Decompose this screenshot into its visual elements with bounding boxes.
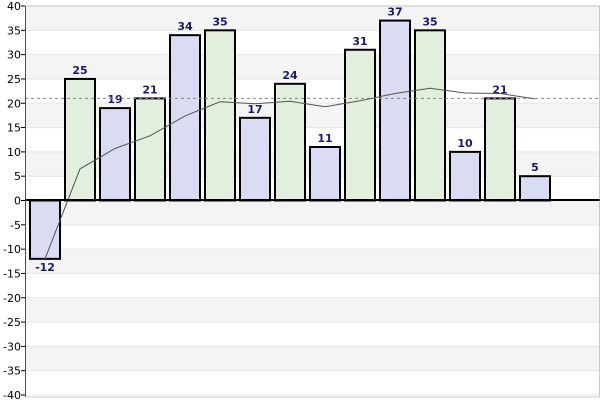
bar bbox=[29, 199, 61, 260]
bar-data-label: 34 bbox=[177, 20, 193, 33]
bar-data-label: 35 bbox=[422, 15, 437, 28]
bar bbox=[344, 48, 376, 202]
y-tick-label: 15 bbox=[7, 122, 21, 135]
bar bbox=[379, 19, 411, 202]
bar bbox=[204, 29, 236, 202]
background-band bbox=[25, 297, 600, 323]
bars bbox=[29, 19, 551, 260]
y-axis-ticks: 40 35 30 25 20 15 10 5 0 -5 -10 -15 -20 -25 -30 -35 -40 bbox=[3, 0, 25, 400]
bar-data-label: 25 bbox=[72, 64, 87, 77]
bar bbox=[134, 97, 166, 202]
bar-data-label: 37 bbox=[387, 6, 402, 19]
bar-data-label: -12 bbox=[35, 261, 55, 274]
bar-data-label: 31 bbox=[352, 35, 367, 48]
y-tick-label: 10 bbox=[7, 146, 21, 159]
bar bbox=[309, 146, 341, 202]
bar-data-label: 11 bbox=[317, 132, 332, 145]
y-tick-label: -25 bbox=[3, 316, 21, 329]
bar-data-label: 35 bbox=[212, 15, 227, 28]
bar-data-label: 19 bbox=[107, 93, 122, 106]
y-tick-label: -35 bbox=[3, 365, 21, 378]
overlay-lines bbox=[25, 87, 600, 260]
y-tick-label: 30 bbox=[7, 49, 21, 62]
y-tick-label: 20 bbox=[7, 97, 21, 110]
y-tick-label: -30 bbox=[3, 340, 21, 353]
bar-data-label: 10 bbox=[457, 137, 473, 150]
bar-data-label: 17 bbox=[247, 103, 262, 116]
background-band bbox=[25, 6, 600, 31]
bar-data-label: 5 bbox=[531, 161, 539, 174]
bar-data-label: 21 bbox=[142, 83, 157, 96]
bar bbox=[414, 29, 446, 202]
bar bbox=[484, 97, 516, 202]
y-tick-label: 0 bbox=[14, 195, 21, 208]
background-band bbox=[25, 249, 600, 274]
bar bbox=[449, 150, 481, 202]
y-tick-label: -5 bbox=[10, 219, 21, 232]
y-tick-label: 35 bbox=[7, 24, 21, 37]
trend-line bbox=[44, 87, 536, 260]
y-tick-label: 40 bbox=[7, 0, 21, 13]
y-tick-label: 5 bbox=[14, 170, 21, 183]
y-tick-label: -20 bbox=[3, 292, 21, 305]
y-tick-label: 25 bbox=[7, 73, 21, 86]
bar bbox=[519, 175, 551, 202]
y-tick-label: -15 bbox=[3, 267, 21, 280]
bar bbox=[239, 116, 271, 202]
bar bbox=[169, 34, 201, 202]
y-tick-label: -10 bbox=[3, 243, 21, 256]
bar bbox=[64, 77, 96, 202]
bar-data-label: 24 bbox=[282, 69, 298, 82]
background-band bbox=[25, 346, 600, 371]
y-tick-label: -40 bbox=[3, 389, 21, 400]
background-band bbox=[25, 54, 600, 79]
background-band bbox=[25, 200, 600, 225]
